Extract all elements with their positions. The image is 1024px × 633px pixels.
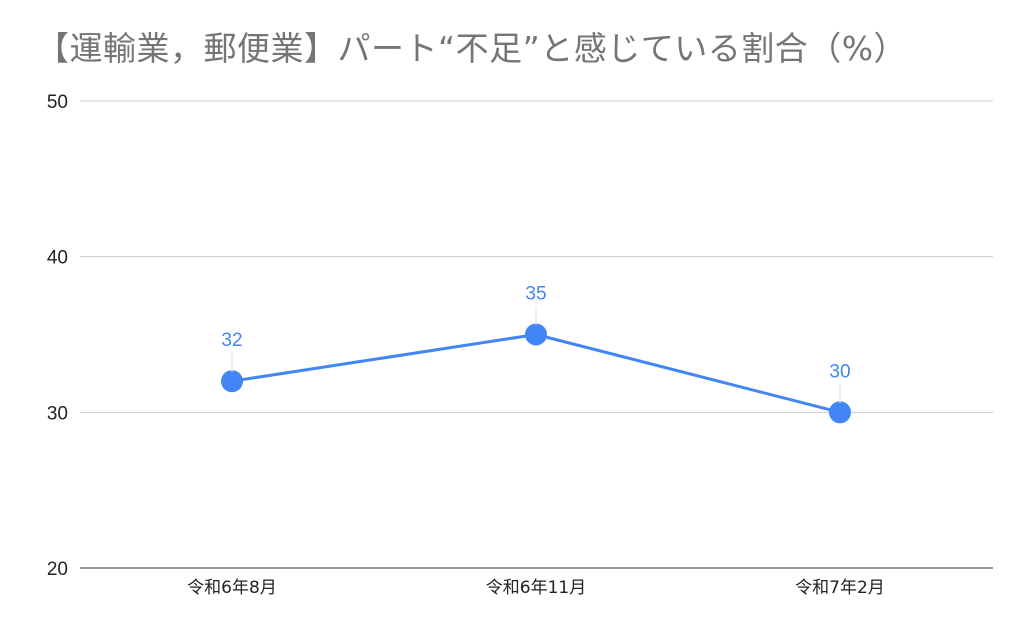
data-label: 30 <box>829 361 850 382</box>
series-group <box>221 323 851 424</box>
data-label: 32 <box>221 330 242 351</box>
data-point <box>221 370 243 393</box>
data-labels: 32 35 30 <box>221 284 851 404</box>
gridlines <box>80 100 993 569</box>
y-tick-label: 20 <box>47 559 68 580</box>
data-label: 35 <box>525 284 546 305</box>
y-tick-label: 40 <box>47 248 68 269</box>
data-point <box>829 401 851 424</box>
y-tick-label: 50 <box>47 92 68 113</box>
x-tick-label: 令和7年2月 <box>795 578 885 598</box>
x-tick-label: 令和6年11月 <box>486 578 586 598</box>
data-point <box>525 323 547 346</box>
x-tick-label: 令和6年8月 <box>187 578 277 598</box>
y-tick-label: 30 <box>47 403 68 424</box>
series-line <box>231 333 841 414</box>
y-axis-ticks: 20 30 40 50 <box>47 92 68 580</box>
chart-title: 【運輸業，郵便業】パート“不足”と感じている割合（%） <box>36 29 908 68</box>
x-axis-ticks: 令和6年8月 令和6年11月 令和7年2月 <box>187 578 885 598</box>
